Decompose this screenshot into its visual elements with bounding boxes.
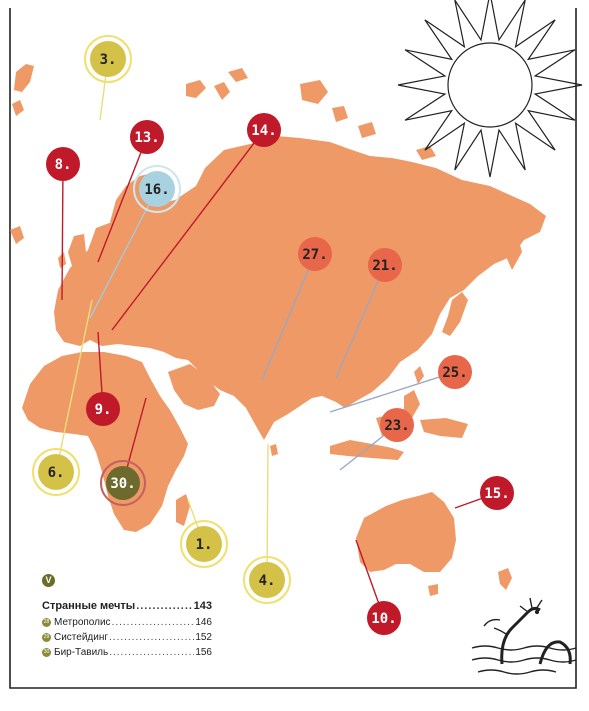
pin-marker bbox=[130, 120, 164, 154]
map-pin-21[interactable]: 21. bbox=[368, 248, 402, 282]
pin-marker bbox=[86, 392, 120, 426]
pin-label: 8. bbox=[55, 157, 72, 173]
pin-label: 30. bbox=[110, 476, 135, 492]
legend-item-page: 146 bbox=[195, 617, 212, 628]
pin-halo bbox=[100, 460, 146, 506]
pin-marker bbox=[380, 408, 414, 442]
map-pin-15[interactable]: 15. bbox=[480, 476, 514, 510]
pin-connector-8 bbox=[61, 163, 64, 301]
map-pin-23[interactable]: 23. bbox=[380, 408, 414, 442]
map-pin-16[interactable]: 16. bbox=[133, 165, 181, 213]
map-frame bbox=[9, 8, 577, 689]
map-pin-1[interactable]: 1. bbox=[180, 520, 228, 568]
pin-marker bbox=[367, 601, 401, 635]
pin-connector-14 bbox=[111, 129, 265, 331]
pin-halo bbox=[133, 165, 181, 213]
pin-marker bbox=[368, 248, 402, 282]
pin-marker bbox=[438, 355, 472, 389]
pin-marker bbox=[298, 237, 332, 271]
legend-title-label: Странные мечты bbox=[42, 600, 136, 612]
pin-marker bbox=[46, 147, 80, 181]
pin-label: 25. bbox=[442, 365, 467, 381]
map-pin-4[interactable]: 4. bbox=[243, 556, 291, 604]
pin-label: 9. bbox=[95, 402, 112, 418]
map-pin-8[interactable]: 8. bbox=[46, 147, 80, 181]
leader-dots bbox=[109, 632, 194, 643]
pin-label: 4. bbox=[259, 573, 276, 589]
section-badge: V bbox=[42, 574, 55, 587]
legend-title-page: 143 bbox=[193, 600, 212, 612]
sea-serpent-doodle bbox=[471, 597, 577, 675]
map-pin-6[interactable]: 6. bbox=[32, 448, 80, 496]
pin-connector-16 bbox=[89, 188, 158, 319]
pin-halo bbox=[32, 448, 80, 496]
pin-marker bbox=[247, 113, 281, 147]
chapter-number-badge: 30 bbox=[42, 648, 51, 657]
pin-connector-13 bbox=[97, 136, 148, 263]
contents-legend: V Странные мечты 143 28 Метрополис 146 2… bbox=[42, 574, 212, 660]
pin-marker bbox=[106, 466, 140, 500]
pin-label: 3. bbox=[100, 52, 117, 68]
pin-label: 15. bbox=[484, 486, 509, 502]
leader-dots bbox=[112, 617, 195, 628]
pin-label: 13. bbox=[134, 130, 159, 146]
pin-halo bbox=[180, 520, 228, 568]
map-pin-13[interactable]: 13. bbox=[130, 120, 164, 154]
map-pin-9[interactable]: 9. bbox=[86, 392, 120, 426]
pin-label: 16. bbox=[144, 182, 169, 198]
legend-title-row[interactable]: Странные мечты 143 bbox=[42, 597, 212, 615]
pin-label: 21. bbox=[372, 258, 397, 274]
pin-label: 10. bbox=[371, 611, 396, 627]
sun-doodle bbox=[397, 0, 583, 178]
legend-item-page: 156 bbox=[195, 647, 212, 658]
pin-marker bbox=[38, 454, 74, 490]
map-pin-3[interactable]: 3. bbox=[84, 35, 132, 83]
map-pin-14[interactable]: 14. bbox=[247, 113, 281, 147]
pin-marker bbox=[186, 526, 222, 562]
pin-connector-25 bbox=[329, 371, 456, 413]
leader-dots bbox=[109, 647, 194, 658]
legend-item[interactable]: 30 Бир-Тавиль 156 bbox=[42, 645, 212, 660]
map-pin-30[interactable]: 30. bbox=[100, 460, 146, 506]
pin-label: 27. bbox=[302, 247, 327, 263]
legend-item-label: Бир-Тавиль bbox=[54, 647, 109, 658]
legend-item[interactable]: 29 Систейдинг 152 bbox=[42, 630, 212, 645]
map-pin-27[interactable]: 27. bbox=[298, 237, 332, 271]
pin-marker bbox=[249, 562, 285, 598]
chapter-number-badge: 29 bbox=[42, 633, 51, 642]
pin-connector-27 bbox=[261, 253, 316, 381]
pin-label: 6. bbox=[48, 465, 65, 481]
pin-label: 23. bbox=[384, 418, 409, 434]
pin-connector-6 bbox=[55, 299, 93, 473]
landmass bbox=[10, 64, 546, 596]
pin-connector-21 bbox=[335, 264, 386, 379]
map-pin-10[interactable]: 10. bbox=[367, 601, 401, 635]
pin-label: 14. bbox=[251, 123, 276, 139]
pin-label: 1. bbox=[196, 537, 213, 553]
legend-item-label: Метрополис bbox=[54, 617, 111, 628]
pin-connector-4 bbox=[266, 443, 269, 581]
pin-halo bbox=[84, 35, 132, 83]
map-pins: 3. 13. 14. 8. 16. 27. 21. 25. 9. 23. 6. 30. 15. 1. 4. 1… bbox=[32, 35, 514, 635]
pin-marker bbox=[90, 41, 126, 77]
pin-marker bbox=[139, 171, 175, 207]
pin-halo bbox=[243, 556, 291, 604]
pin-marker bbox=[480, 476, 514, 510]
legend-item[interactable]: 28 Метрополис 146 bbox=[42, 615, 212, 630]
map-pin-25[interactable]: 25. bbox=[438, 355, 472, 389]
chapter-number-badge: 28 bbox=[42, 618, 51, 627]
legend-item-label: Систейдинг bbox=[54, 632, 109, 643]
leader-dots bbox=[136, 600, 192, 612]
legend-item-page: 152 bbox=[195, 632, 212, 643]
